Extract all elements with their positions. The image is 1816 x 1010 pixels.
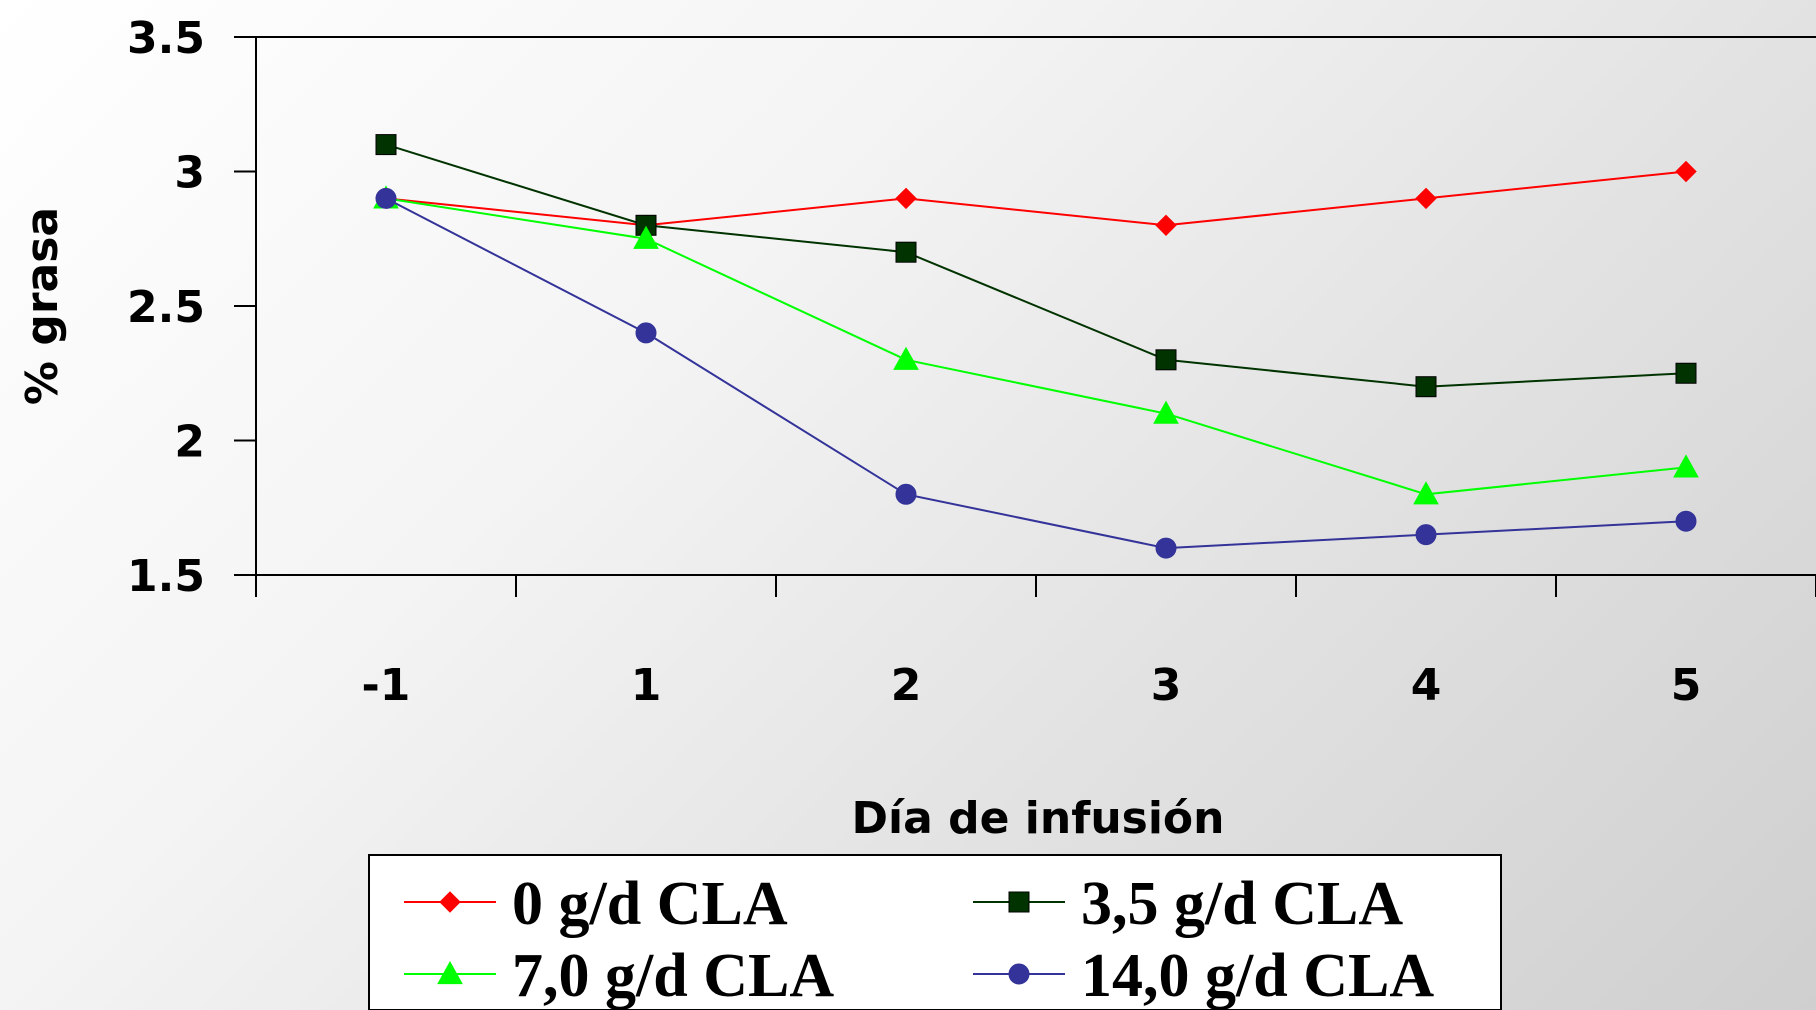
data-point <box>1415 187 1437 210</box>
data-point <box>895 187 917 210</box>
data-point <box>1673 454 1699 478</box>
legend-label: 3,5 g/d CLA <box>1081 870 1403 938</box>
data-point <box>1155 349 1177 371</box>
data-point <box>1413 481 1439 505</box>
data-point <box>633 225 659 249</box>
series-1 <box>375 160 1697 237</box>
y-axis-title: % grasa <box>17 207 68 405</box>
series-line <box>385 170 1687 227</box>
data-point <box>1675 160 1697 183</box>
y-tick-label: 2 <box>174 417 205 468</box>
data-point <box>1155 214 1177 237</box>
legend-marker <box>439 891 461 913</box>
data-point <box>1675 510 1697 532</box>
data-point <box>1155 537 1177 559</box>
legend-item: 3,5 g/d CLA <box>973 870 1403 938</box>
x-axis-ticks: -1 1 2 3 4 5 <box>255 575 1816 711</box>
series-3 <box>373 185 1699 505</box>
legend-label: 0 g/d CLA <box>512 870 788 938</box>
y-tick-label: 3 <box>174 148 205 199</box>
x-tick-label: 4 <box>1411 660 1442 711</box>
x-tick-label: 2 <box>891 660 922 711</box>
series-4 <box>375 187 1697 559</box>
x-tick-label: 3 <box>1151 660 1182 711</box>
series-line <box>385 143 1687 388</box>
legend-label: 14,0 g/d CLA <box>1081 942 1434 1010</box>
data-point <box>1153 400 1179 424</box>
y-tick-label: 2.5 <box>127 282 205 333</box>
series-line <box>385 197 1687 550</box>
legend-item: 14,0 g/d CLA <box>973 942 1434 1010</box>
x-tick-label: 1 <box>631 660 662 711</box>
series-layer <box>373 134 1699 559</box>
legend-label: 7,0 g/d CLA <box>512 942 834 1010</box>
y-tick-label: 1.5 <box>127 551 205 602</box>
series-line <box>385 197 1687 496</box>
data-point <box>1675 362 1697 384</box>
legend-item: 0 g/d CLA <box>404 870 788 938</box>
y-axis-ticks: 3.5 3 2.5 2 1.5 <box>127 13 256 602</box>
data-point <box>893 346 919 370</box>
x-tick-label: 5 <box>1671 660 1702 711</box>
legend-box <box>368 854 1502 1010</box>
data-point <box>635 322 657 344</box>
legend: 0 g/d CLA 3,5 g/d CLA 7,0 g/d CLA 14,0 g/d … <box>368 854 1502 1010</box>
legend-marker <box>437 960 463 985</box>
data-point <box>1415 376 1437 398</box>
x-axis-title: Día de infusión <box>852 793 1225 844</box>
data-point <box>375 134 397 156</box>
y-tick-label: 3.5 <box>127 13 205 64</box>
data-point <box>375 187 397 209</box>
x-tick-label: -1 <box>362 660 411 711</box>
data-point <box>895 483 917 505</box>
legend-item: 7,0 g/d CLA <box>404 942 834 1010</box>
series-2 <box>375 134 1697 398</box>
legend-marker <box>1008 963 1030 985</box>
data-point <box>895 241 917 263</box>
legend-marker <box>1008 891 1030 913</box>
data-point <box>1415 524 1437 546</box>
